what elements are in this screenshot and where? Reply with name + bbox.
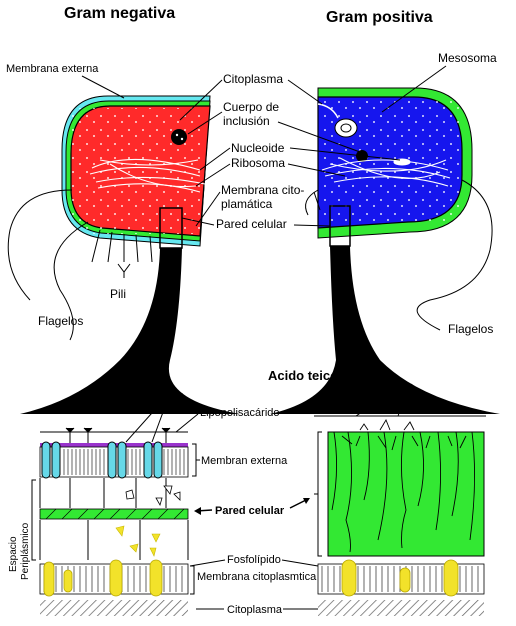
gp-mesosome	[317, 103, 358, 138]
label-flagella-left: Flagelos	[38, 314, 83, 328]
gram-negative-title: Gram negativa	[64, 5, 175, 22]
gp-nucleoid	[321, 157, 451, 187]
gp-zoom-funnel	[270, 246, 500, 414]
gn-peptidoglycan-thin	[39, 508, 189, 520]
detail-labels: Porina Acido teicoico Lipopolisacárido M…	[8, 368, 357, 616]
label-flagella-right: Flagelos	[448, 322, 493, 336]
label-pili: Pili	[110, 287, 126, 301]
gp-flagella	[305, 179, 493, 331]
label-nucleoid: Nucleoide	[231, 141, 285, 155]
outer-membrane-bracket	[192, 443, 200, 477]
label-porin: Porina	[144, 388, 185, 403]
label-cytoplasm-detail: Citoplasma	[227, 604, 283, 616]
label-cytoplasm: Citoplasma	[223, 72, 283, 86]
label-cyto-membrane-detail: Membrana citoplasmtica	[197, 571, 317, 583]
periplasm-proteins-white	[125, 485, 181, 507]
gp-envelope-detail	[314, 383, 486, 616]
label-phospholipid: Fosfolípido	[227, 554, 281, 566]
gn-membrane-proteins	[43, 559, 163, 597]
label-cyto-membrane-1: Membrana cito-	[221, 183, 304, 197]
label-cell-wall-detail: Pared celular	[215, 505, 285, 517]
gram-positive-title: Gram positiva	[326, 9, 433, 26]
gn-nucleoid	[89, 158, 206, 193]
gp-peptidoglycan-thick	[327, 431, 485, 557]
top-labels: Membrana externa Citoplasma Cuerpo de in…	[6, 51, 497, 336]
label-outer-membrane: Membrana externa	[6, 63, 99, 75]
periplasm-proteins-yellow	[115, 525, 161, 557]
label-periplasmic-1: Espacio	[8, 536, 19, 572]
lps-molecules	[65, 427, 171, 443]
gn-envelope-detail	[39, 427, 189, 616]
label-lps: Lipopolisacárido	[200, 407, 280, 419]
gn-inclusion-body	[171, 129, 187, 145]
label-periplasmic-2: Periplásmico	[20, 522, 31, 580]
gram-positive-cell	[305, 87, 493, 331]
gn-cytoplasm-hatch	[40, 600, 188, 616]
gp-membrane-proteins	[341, 559, 459, 597]
label-outer-membrane-detail: Membran externa	[201, 455, 288, 467]
label-cell-wall: Pared celular	[216, 217, 287, 231]
gram-negative-cell	[7, 95, 211, 341]
label-inclusion-1: Cuerpo de	[223, 100, 279, 114]
gn-pili	[91, 229, 153, 278]
porins	[41, 441, 163, 479]
teichoic-acid-chains	[331, 383, 476, 553]
label-teichoic-acid: Acido teicoico	[268, 368, 357, 383]
label-inclusion-2: inclusión	[223, 114, 270, 128]
gp-cytoplasm-hatch	[318, 600, 484, 616]
gn-flagella	[7, 189, 89, 341]
label-cyto-membrane-2: plamática	[221, 197, 273, 211]
gn-zoom-funnel	[20, 248, 240, 414]
label-ribosome: Ribosoma	[231, 156, 285, 170]
label-mesosome: Mesosoma	[438, 51, 497, 65]
